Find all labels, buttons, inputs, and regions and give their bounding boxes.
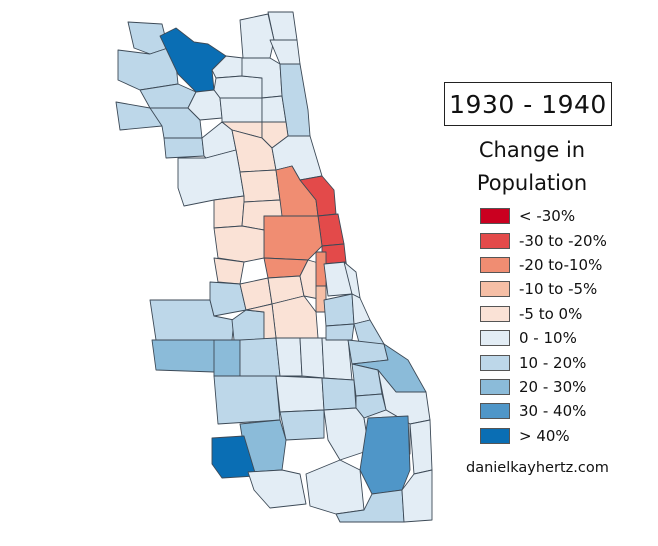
region-kenwood [351, 293, 371, 325]
legend-label: -30 to -20% [519, 231, 607, 250]
legend-swatch [480, 427, 510, 444]
legend-swatch [480, 378, 510, 395]
region-south-deering [359, 415, 411, 495]
region-greater-grand-crossing [321, 337, 353, 381]
region-montclare [163, 137, 205, 159]
legend-swatch [480, 354, 510, 371]
legend-item: -10 to -5% [480, 277, 607, 301]
legend-swatch [480, 232, 510, 249]
region-loop [317, 213, 345, 247]
region-west-pullman [305, 459, 365, 515]
region-chicago-lawn [239, 337, 281, 377]
region-new-city [271, 295, 319, 339]
legend-swatch [480, 256, 510, 273]
legend-label: > 40% [519, 426, 570, 445]
region-auburn-gresham [275, 375, 325, 413]
region-norwood-park [117, 47, 179, 91]
region-englewood [299, 337, 325, 379]
region-archer-heights [209, 281, 247, 317]
legend-label: -20 to-10% [519, 255, 603, 274]
legend-label: -5 to 0% [519, 304, 583, 323]
region-ashburn [213, 375, 281, 425]
legend-heading-line2: Population [476, 171, 588, 195]
legend-label: -10 to -5% [519, 280, 598, 299]
map-title-box: 1930 - 1940 [444, 82, 612, 126]
legend-label: 0 - 10% [519, 329, 577, 348]
region-washington-heights [279, 409, 325, 441]
legend-swatch [480, 281, 510, 298]
region-near-west [263, 215, 323, 261]
region-hegewisch [401, 469, 433, 523]
region-grand-boulevard [323, 293, 355, 327]
legend-heading: Change in Population [452, 134, 612, 200]
region-chatham [321, 377, 357, 411]
region-east-side [409, 419, 433, 475]
region-washington-park [325, 323, 355, 341]
region-west-elsdon [231, 309, 265, 341]
legend-item: 0 - 10% [480, 326, 607, 350]
legend-item: -5 to 0% [480, 302, 607, 326]
legend-label: 30 - 40% [519, 402, 587, 421]
legend-item: < -30% [480, 204, 607, 228]
region-south-lawndale [213, 257, 245, 285]
legend: < -30% -30 to -20% -20 to-10% -10 to -5%… [480, 204, 607, 448]
legend-swatch [480, 208, 510, 225]
region-albany-park [213, 75, 263, 99]
region-irving-park [219, 97, 263, 123]
legend-item: 30 - 40% [480, 399, 607, 423]
legend-label: < -30% [519, 207, 576, 226]
legend-item: 20 - 30% [480, 375, 607, 399]
legend-item: 10 - 20% [480, 350, 607, 374]
region-west-ridge [239, 13, 275, 59]
region-west-garfield [213, 195, 245, 229]
map-title: 1930 - 1940 [449, 89, 607, 119]
legend-swatch [480, 403, 510, 420]
legend-label: 10 - 20% [519, 353, 587, 372]
source-credit: danielkayhertz.com [466, 460, 609, 476]
region-north-lawndale [213, 225, 265, 263]
region-morgan-park [247, 469, 307, 509]
region-mount-greenwood [211, 435, 257, 479]
legend-heading-line1: Change in [478, 138, 586, 162]
region-west-lawn [213, 339, 241, 377]
region-west-englewood [275, 337, 303, 377]
legend-swatch [480, 330, 510, 347]
legend-item: > 40% [480, 424, 607, 448]
legend-label: 20 - 30% [519, 377, 587, 396]
legend-swatch [480, 305, 510, 322]
legend-item: -20 to-10% [480, 253, 607, 277]
region-humboldt-park [239, 169, 281, 203]
legend-item: -30 to -20% [480, 228, 607, 252]
